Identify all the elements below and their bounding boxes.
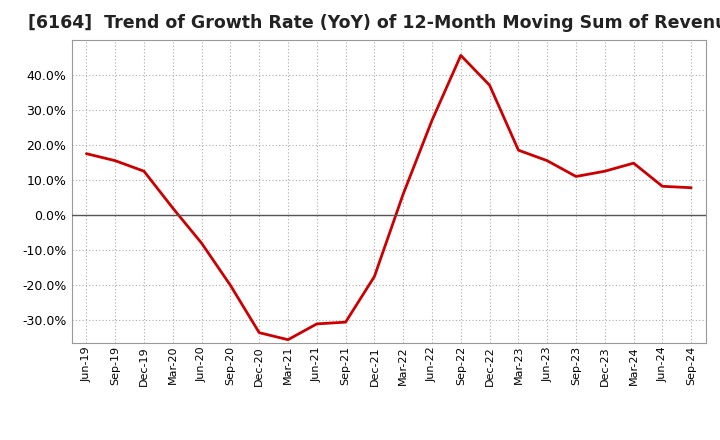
Title: [6164]  Trend of Growth Rate (YoY) of 12-Month Moving Sum of Revenues: [6164] Trend of Growth Rate (YoY) of 12-…: [28, 15, 720, 33]
